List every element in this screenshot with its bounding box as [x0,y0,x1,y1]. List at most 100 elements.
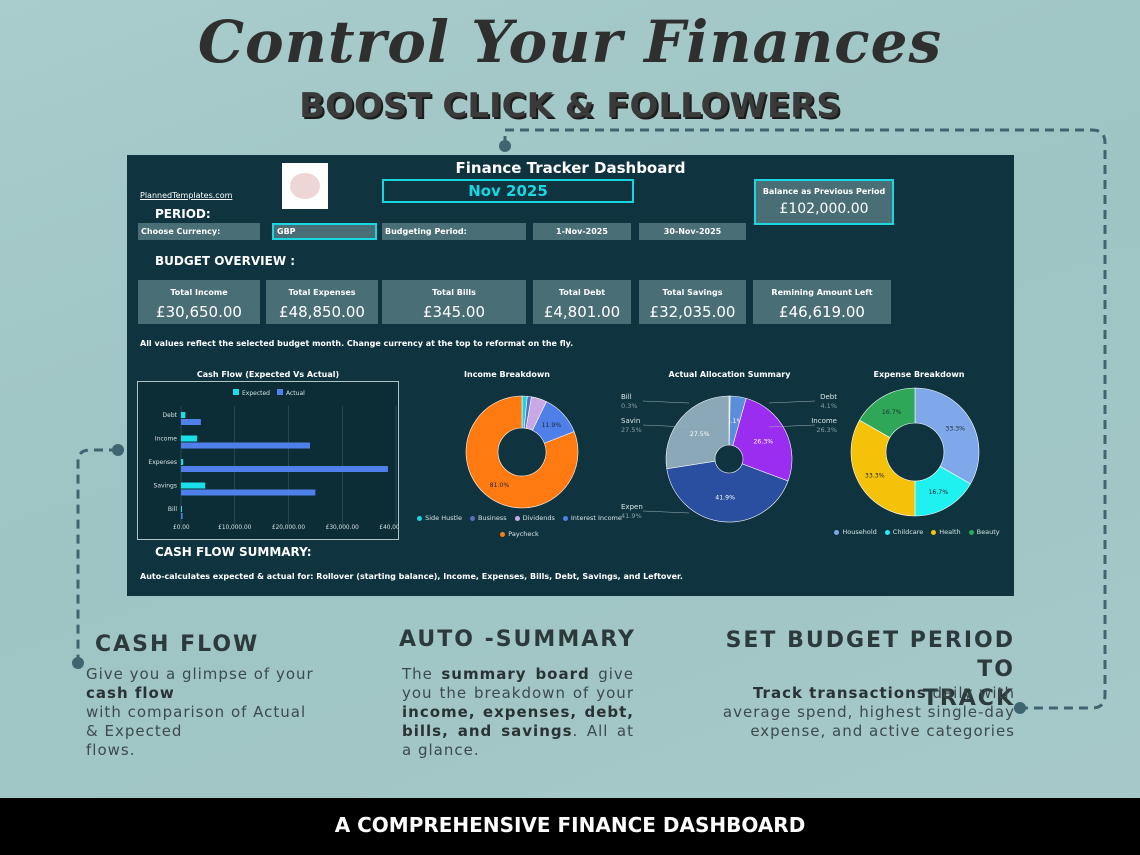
balance-value: £102,000.00 [779,201,869,217]
feature-period-title: SET BUDGET PERIOD TO TRACK [690,626,1015,713]
card-value: £32,035.00 [649,303,736,321]
leader-line [768,424,816,428]
legend-label: Childcare [892,528,924,536]
feature-text: The [402,665,442,683]
card-total-income: Total Income £30,650.00 [138,280,260,324]
feature-bold: Track transactions [752,684,927,702]
y-tick-label: Expenses [148,459,177,466]
slice-expen [666,460,789,523]
legend-label: Side Hustle [425,514,462,522]
feature-summary-text: The summary board give you the breakdown… [402,665,634,760]
leader-line [768,400,816,404]
slice-savin [665,395,730,470]
legend-label: Expected [242,390,270,397]
outside-value: 41.9% [621,512,642,520]
dashboard-note: All values reflect the selected budget m… [140,339,574,348]
legend-swatch [233,389,239,395]
legend-item: Business [469,514,507,522]
card-label: Total Bills [432,288,476,297]
x-tick-label: £20,000.00 [272,525,306,531]
legend-item: Dividends [514,514,555,522]
feature-bold: summary board [441,665,590,683]
outside-value: 4.1% [820,402,837,410]
card-total-expenses: Total Expenses £48,850.00 [266,280,378,324]
slice-household [914,387,980,485]
feature-title-line: TRACK [922,686,1015,711]
end-date-field[interactable]: 30-Nov-2025 [639,223,746,240]
legend-swatch [931,529,937,535]
outside-value: 0.3% [621,402,638,410]
legend-item: Interest Income [562,514,622,522]
data-label: 81.0% [490,482,510,489]
budget-overview-heading: BUDGET OVERVIEW : [155,254,296,268]
data-label: 4.1% [727,418,743,425]
card-value: £345.00 [422,303,486,321]
legend-item: Paycheck [500,530,539,538]
legend-item: Household [834,528,877,536]
x-tick-label: £40,000.00 [379,525,398,531]
income-breakdown-chart: 11.9% 81.0% [465,395,579,509]
card-total-debt: Total Debt £4,801.00 [533,280,631,324]
cashflow-chart: Expected Actual £0.00 £10,000.00 £20,000.00 £… [137,381,413,540]
feature-text: with comparison of Actual [86,703,307,721]
legend-swatch [514,515,520,521]
outside-label: Debt [820,393,837,401]
data-label: 11.9% [542,422,562,429]
site-link[interactable]: PlannedTemplates.com [140,191,233,200]
data-label: 16.7% [928,489,948,496]
dashboard-title: Finance Tracker Dashboard [455,159,686,177]
start-date-field[interactable]: 1-Nov-2025 [533,223,631,240]
card-label: Total Savings [662,288,723,297]
card-remaining-amount: Remining Amount Left £46,619.00 [753,280,891,324]
data-label: 41.9% [715,494,735,501]
bar-actual [181,442,310,449]
cashflow-summary-heading: CASH FLOW SUMMARY: [155,545,312,559]
bar-expected [181,435,198,442]
card-value: £30,650.00 [156,303,242,321]
card-total-bills: Total Bills £345.00 [382,280,526,324]
dashboard-preview: Finance Tracker Dashboard Nov 2025 Plann… [127,155,1014,596]
legend-label: Dividends [522,514,555,522]
legend-item: Side Hustle [417,514,462,522]
card-value: £46,619.00 [779,303,865,321]
data-label: 0.3% [721,418,737,425]
bar-expected [181,506,182,512]
bar-expected [181,412,186,418]
month-display: Nov 2025 [382,179,634,203]
feature-summary-title: AUTO -SUMMARY [399,627,636,652]
budget-period-label: Budgeting Period: [382,223,526,240]
outside-label: Bill [621,393,632,401]
y-tick-label: Debt [163,412,178,419]
x-tick-label: £30,000.00 [326,525,360,531]
legend-label: Paycheck [508,530,539,538]
expense-legend: Household Childcare Health Beauty [827,528,1007,536]
feature-title-line: SET BUDGET PERIOD TO [725,628,1015,682]
leader-line [642,510,690,514]
feature-text: give you the breakdown of your [402,665,635,702]
currency-select[interactable]: GBP [272,223,377,240]
bar-actual [181,466,388,472]
card-value: £4,801.00 [543,303,621,321]
leader-line [642,424,690,428]
outside-label: Income [811,417,837,425]
currency-label: Choose Currency: [138,223,260,240]
legend-swatch [884,529,890,535]
outside-label: Expen [621,503,643,511]
income-legend: Side Hustle Business Dividends Interest Inc… [417,514,622,538]
outside-value: 27.5% [621,426,642,434]
legend-swatch [562,515,568,521]
data-label: 27.5% [690,431,710,438]
leader-line [642,400,690,404]
slice-beauty [859,387,916,438]
feature-bold: income, expenses, debt, bills, and savin… [402,703,634,740]
y-tick-label: Savings [154,483,177,490]
slice-income [732,398,793,482]
data-label: 33.3% [865,472,885,479]
outside-value: 26.3% [816,426,837,434]
legend-label: Interest Income [570,514,622,522]
subheadline: BOOST CLICK & FOLLOWERS [299,86,841,126]
y-tick-label: Income [155,436,177,443]
bar-expected [181,482,206,489]
feature-text: . All at a glance. [402,722,634,759]
